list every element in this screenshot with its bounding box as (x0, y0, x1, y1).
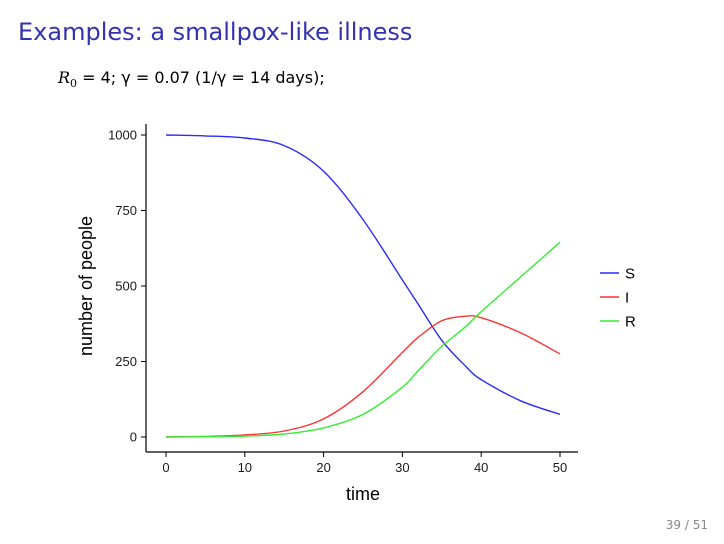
x-tick-label: 40 (474, 460, 488, 475)
legend-label-s: S (625, 266, 635, 283)
series-line-r (165, 241, 561, 438)
slide-title: Examples: a smallpox-like illness (18, 18, 413, 46)
r-subscript: 0 (70, 77, 78, 91)
chart-axes (145, 124, 578, 453)
slide-subtitle: R0 = 4; γ = 0.07 (1/γ = 14 days); (58, 68, 325, 90)
y-tick-label: 500 (115, 279, 137, 294)
r-symbol: R (58, 68, 71, 87)
legend-label-r: R (625, 314, 636, 331)
y-tick-label: 1000 (108, 128, 137, 143)
series-line-s (165, 134, 561, 416)
chart-legend: SIR (600, 266, 636, 331)
y-tick-label: 0 (130, 430, 137, 445)
x-tick-label: 0 (162, 460, 169, 475)
y-tick-label: 250 (115, 354, 137, 369)
series-line-i (165, 315, 561, 438)
y-tick-label: 750 (115, 203, 137, 218)
page-number: 39 / 51 (665, 518, 708, 532)
legend-label-i: I (625, 290, 629, 307)
x-tick-label: 30 (395, 460, 409, 475)
x-tick-label: 20 (316, 460, 330, 475)
y-axis-label: number of people (76, 216, 96, 356)
chart-ticks: 0 250 500 750 1000 0 10 20 30 40 50 (108, 128, 567, 476)
x-tick-label: 50 (553, 460, 567, 475)
chart-lines (165, 134, 561, 438)
x-axis-label: time (346, 484, 380, 504)
x-tick-label: 10 (238, 460, 252, 475)
subtitle-equation: = 4; γ = 0.07 (1/γ = 14 days); (77, 68, 325, 87)
